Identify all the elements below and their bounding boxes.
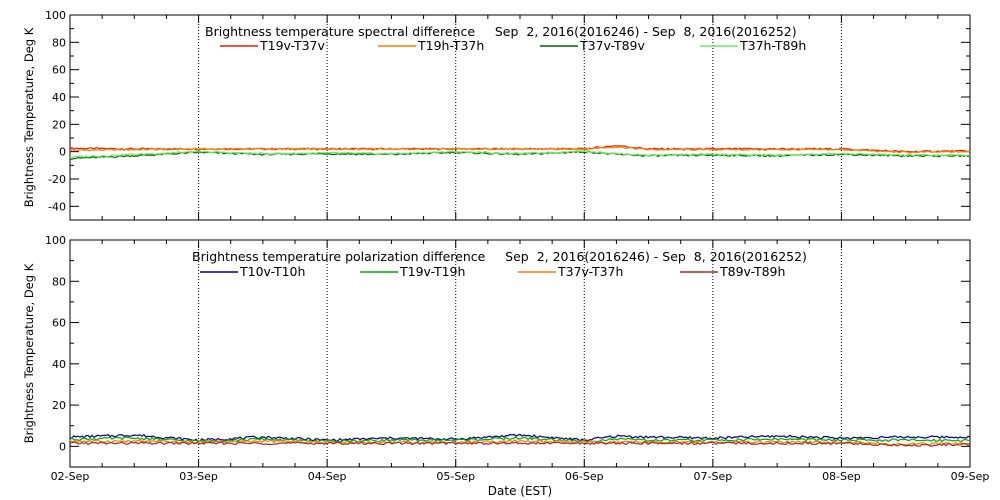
y-tick-label: 60: [52, 64, 66, 77]
y-tick-label: 100: [45, 234, 66, 247]
y-axis-label: Brightness Temperature, Deg K: [22, 263, 36, 443]
y-tick-label: 0: [59, 440, 66, 453]
axis-ticks: -40 -20 0 20 40 60 80 100: [45, 9, 971, 221]
y-tick-label: -40: [48, 200, 66, 213]
x-tick-label: 07-Sep: [694, 470, 733, 483]
data-series: [69, 433, 971, 447]
chart-title: Brightness temperature spectral differen…: [205, 24, 797, 39]
legend-label: T19v-T19h: [399, 264, 465, 279]
legend-label: T89v-T89h: [719, 264, 785, 279]
x-tick-label: 04-Sep: [308, 470, 347, 483]
data-series: [69, 145, 971, 160]
legend-label: T37h-T89h: [739, 38, 806, 53]
series-line: [69, 146, 970, 154]
axis-ticks: 02-Sep 03-Sep 04-Sep 05-Sep 06-Sep 07-Sep 08-S…: [45, 234, 989, 483]
legend: T19v-T37v T19h-T37h T37v-T89v T37h-T89h: [220, 38, 806, 53]
y-tick-label: -20: [48, 173, 66, 186]
vertical-gridlines: [198, 15, 842, 220]
legend: T10v-T10h T19v-T19h T37v-T37h T89v-T89h: [200, 264, 785, 279]
x-axis-label: Date (EST): [488, 484, 552, 498]
spectral-difference-panel: -40 -20 0 20 40 60 80 100 Brightness temperatur…: [22, 9, 971, 221]
plot-frame: [69, 14, 971, 221]
chart-title: Brightness temperature polarization diff…: [192, 249, 807, 264]
legend-label: T19h-T37h: [417, 38, 484, 53]
y-tick-label: 20: [52, 118, 66, 131]
polarization-difference-panel: 02-Sep 03-Sep 04-Sep 05-Sep 06-Sep 07-Sep 08-S…: [22, 234, 989, 498]
y-tick-label: 60: [52, 317, 66, 330]
series-line: [69, 441, 971, 447]
series-line: [69, 149, 971, 159]
x-tick-label: 09-Sep: [951, 470, 990, 483]
x-tick-label: 02-Sep: [51, 470, 90, 483]
x-tick-label: 05-Sep: [436, 470, 475, 483]
y-tick-label: 0: [59, 146, 66, 159]
legend-label: T10v-T10h: [239, 264, 305, 279]
y-tick-label: 40: [52, 358, 66, 371]
legend-label: T19v-T37v: [259, 38, 326, 53]
series-line: [69, 150, 971, 160]
y-tick-label: 20: [52, 399, 66, 412]
y-tick-label: 80: [52, 36, 66, 49]
vertical-gridlines: [198, 240, 842, 467]
y-tick-label: 40: [52, 91, 66, 104]
y-axis-label: Brightness Temperature, Deg K: [22, 27, 36, 207]
y-tick-label: 80: [52, 275, 66, 288]
x-tick-label: 03-Sep: [179, 470, 218, 483]
x-tick-label: 08-Sep: [822, 470, 861, 483]
y-tick-label: 100: [45, 9, 66, 22]
series-line: [69, 439, 971, 446]
legend-label: T37v-T37h: [557, 264, 623, 279]
plot-frame: [69, 239, 971, 468]
x-tick-label: 06-Sep: [565, 470, 604, 483]
legend-label: T37v-T89v: [579, 38, 646, 53]
